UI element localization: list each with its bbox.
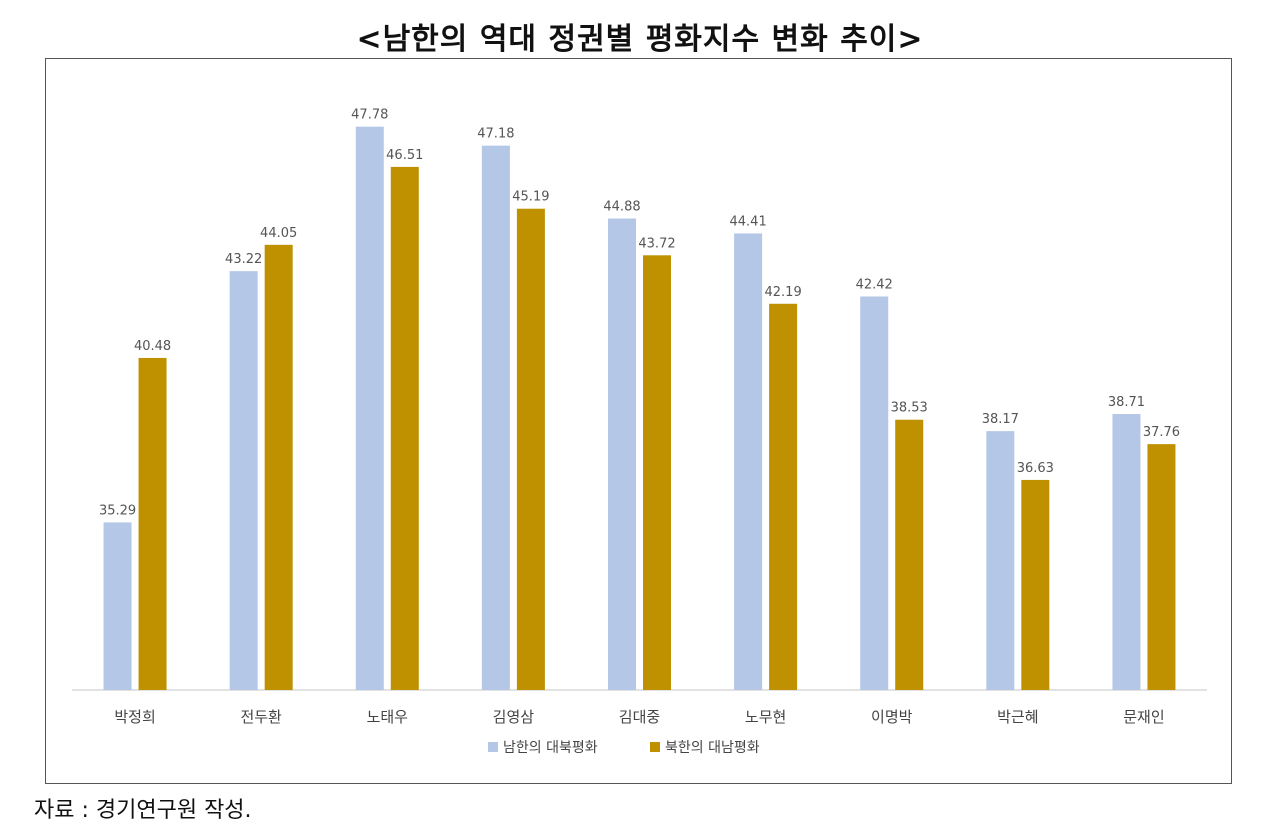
x-tick-label: 문재인 xyxy=(1123,708,1164,726)
data-label: 38.53 xyxy=(891,401,928,416)
legend-swatch-north xyxy=(650,742,660,752)
legend-label-south: 남한의 대북평화 xyxy=(503,740,598,756)
data-label: 42.19 xyxy=(765,285,802,300)
data-label: 42.42 xyxy=(856,277,893,292)
data-label: 47.78 xyxy=(351,108,388,123)
bar-south xyxy=(229,271,258,690)
x-tick-label: 노태우 xyxy=(367,708,409,726)
x-tick-label: 노무현 xyxy=(745,708,786,726)
data-label: 38.71 xyxy=(1108,395,1145,410)
bar-north xyxy=(264,244,293,690)
bar-south xyxy=(481,145,510,690)
bar-north xyxy=(390,166,419,690)
data-label: 43.22 xyxy=(225,252,262,267)
bar-north xyxy=(769,303,798,690)
legend-label-north: 북한의 대남평화 xyxy=(665,740,760,756)
data-label: 44.41 xyxy=(730,214,767,229)
bar-north xyxy=(643,255,671,690)
bar-north xyxy=(1147,444,1176,690)
bar-south xyxy=(860,296,889,690)
bar-south xyxy=(734,233,763,690)
bar-north xyxy=(1021,479,1050,690)
data-label: 35.29 xyxy=(99,503,136,518)
data-label: 40.48 xyxy=(134,339,171,354)
data-label: 38.17 xyxy=(982,412,1019,427)
data-label: 36.63 xyxy=(1017,461,1054,476)
x-tick-label: 김영삼 xyxy=(493,708,535,726)
x-tick-label: 박근혜 xyxy=(997,708,1038,726)
x-tick-label: 전두환 xyxy=(240,708,282,726)
data-label: 44.88 xyxy=(603,200,640,215)
bar-north xyxy=(895,419,924,690)
chart-title: <남한의 역대 정권별 평화지수 변화 추이> xyxy=(356,22,924,57)
data-label: 43.72 xyxy=(638,236,675,251)
data-label: 46.51 xyxy=(386,148,423,163)
data-label: 47.18 xyxy=(477,127,514,142)
x-tick-label: 김대중 xyxy=(619,708,660,726)
x-tick-label: 박정희 xyxy=(114,708,155,726)
data-label: 44.05 xyxy=(260,226,297,241)
bar-south xyxy=(1112,414,1141,690)
bar-south xyxy=(103,522,132,690)
bar-north xyxy=(138,357,167,690)
bar-south xyxy=(986,431,1015,690)
bar-south xyxy=(608,218,636,690)
bar-north xyxy=(516,208,545,690)
bar-south xyxy=(355,126,384,691)
legend-swatch-south xyxy=(488,742,498,752)
data-label: 45.19 xyxy=(512,190,549,205)
source-note: 자료 : 경기연구원 작성. xyxy=(34,798,252,823)
data-label: 37.76 xyxy=(1143,425,1180,440)
x-tick-label: 이명박 xyxy=(871,708,913,726)
